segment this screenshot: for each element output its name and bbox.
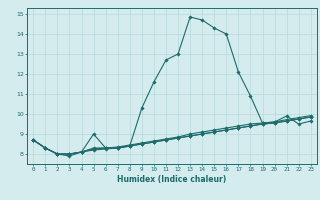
X-axis label: Humidex (Indice chaleur): Humidex (Indice chaleur) <box>117 175 227 184</box>
